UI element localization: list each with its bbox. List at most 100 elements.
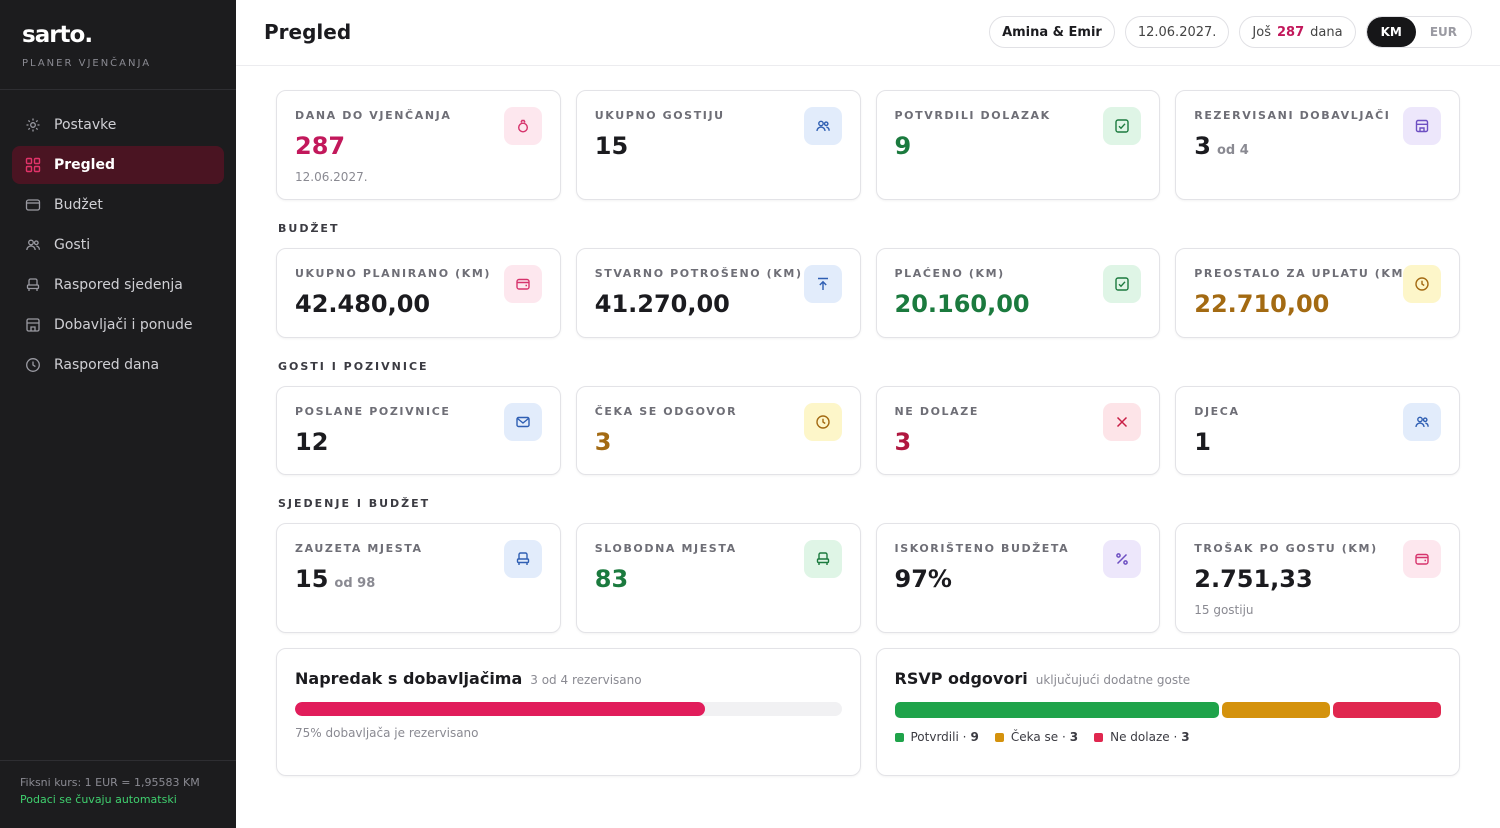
- store-icon: [24, 316, 42, 334]
- budget-row: UKUPNO PLANIRANO (KM) 42.480,00 STVARNO …: [276, 248, 1460, 338]
- main: DANA DO VJENČANJA 287 12.06.2027. UKUPNO…: [276, 90, 1460, 776]
- currency-toggle: KM EUR: [1365, 16, 1472, 48]
- sidebar-item-label: Dobavljači i ponude: [54, 317, 193, 333]
- seats-total: od 98: [334, 576, 376, 591]
- header-info: Amina & Emir 12.06.2027. Još 287 dana KM…: [989, 16, 1472, 48]
- card-confirmed: POTVRDILI DOLAZAK 9: [875, 90, 1161, 200]
- section-title-budget: BUDŽET: [278, 222, 340, 235]
- legend-swatch: [1094, 732, 1104, 742]
- card-value: 83: [594, 565, 629, 593]
- card-value: 3 od 4: [1194, 132, 1441, 160]
- couple-pill: Amina & Emir: [989, 16, 1115, 48]
- card-label: SLOBODNA MJESTA: [594, 542, 737, 555]
- currency-km-button[interactable]: KM: [1366, 17, 1416, 47]
- vendor-progress-subtitle: 3 od 4 rezervisano: [530, 673, 642, 687]
- sidebar-footer: Fiksni kurs: 1 EUR = 1,95583 KM Podaci s…: [0, 760, 236, 828]
- card-label: DJECA: [1194, 405, 1240, 418]
- sidebar-item-label: Budžet: [54, 197, 103, 213]
- grid-icon: [24, 156, 42, 174]
- vendor-progress-panel: Napredak s dobavljačima 3 od 4 rezervisan…: [276, 648, 861, 776]
- logo[interactable]: sarto.: [22, 22, 93, 48]
- card-value: 3: [594, 428, 612, 456]
- wallet-icon: [24, 196, 42, 214]
- card-value: 97%: [894, 565, 952, 593]
- card-label: POTVRDILI DOLAZAK: [894, 109, 1051, 122]
- close-icon: [1103, 403, 1142, 441]
- sidebar-item-raspored-dana[interactable]: Raspored dana: [12, 346, 224, 384]
- currency-eur-button[interactable]: EUR: [1429, 25, 1457, 39]
- sidebar-item-raspored-sjedenja[interactable]: Raspored sjedenja: [12, 266, 224, 304]
- card-label: STVARNO POTROŠENO (KM): [594, 267, 803, 280]
- autosave-status: Podaci se čuvaju automatski: [20, 793, 177, 806]
- wallet-icon: [503, 265, 542, 303]
- card-taken-seats: ZAUZETA MJESTA 15 od 98: [276, 523, 561, 633]
- card-sub: 15 gostiju: [1194, 603, 1254, 617]
- rsvp-segment-confirmed: [894, 702, 1219, 718]
- card-value: 41.270,00: [594, 290, 730, 318]
- seat-icon: [24, 276, 42, 294]
- sidebar-item-label: Raspored dana: [54, 357, 160, 373]
- legend-swatch: [994, 732, 1004, 742]
- date-pill: 12.06.2027.: [1124, 16, 1230, 48]
- tagline: PLANER VJENČANJA: [22, 58, 152, 69]
- card-label: REZERVISANI DOBAVLJAČI: [1194, 109, 1391, 122]
- card-value: 287: [295, 132, 346, 160]
- sidebar-nav: Postavke Pregled Budžet Gosti Raspored s…: [0, 90, 236, 384]
- rsvp-subtitle: uključujući dodatne goste: [1035, 673, 1191, 687]
- sidebar-item-pregled[interactable]: Pregled: [12, 146, 224, 184]
- card-value: 22.710,00: [1194, 290, 1330, 318]
- clock-icon: [24, 356, 42, 374]
- check-square-icon: [1103, 107, 1142, 145]
- header: Pregled Amina & Emir 12.06.2027. Još 287…: [236, 0, 1500, 66]
- card-sent-invitations: POSLANE POZIVNICE 12: [276, 386, 561, 475]
- countdown-prefix: Još: [1252, 24, 1271, 40]
- card-value: 2.751,33: [1194, 565, 1313, 593]
- countdown-suffix: dana: [1310, 24, 1343, 40]
- users-icon: [803, 107, 842, 145]
- panel-title: Napredak s dobavljačima 3 od 4 rezervisan…: [295, 669, 842, 688]
- card-declined: NE DOLAZE 3: [875, 386, 1161, 475]
- card-sub: 12.06.2027.: [295, 170, 368, 184]
- card-free-seats: SLOBODNA MJESTA 83: [575, 523, 861, 633]
- percent-icon: [1103, 540, 1142, 578]
- card-awaiting-response: ČEKA SE ODGOVOR 3: [575, 386, 861, 475]
- seating-row: ZAUZETA MJESTA 15 od 98 SLOBODNA MJESTA 8…: [276, 523, 1460, 633]
- card-label: NE DOLAZE: [894, 405, 979, 418]
- sidebar-item-gosti[interactable]: Gosti: [12, 226, 224, 264]
- card-label: UKUPNO GOSTIJU: [594, 109, 725, 122]
- store-icon: [1403, 107, 1441, 145]
- section-title-seating: SJEDENJE I BUDŽET: [278, 497, 431, 510]
- rsvp-legend: Potvrdili · 9 Čeka se · 3 Ne dolaze · 3: [894, 730, 1442, 744]
- rsvp-panel: RSVP odgovori uključujući dodatne goste P…: [875, 648, 1460, 776]
- sidebar: sarto. PLANER VJENČANJA Postavke Pregled…: [0, 0, 236, 828]
- card-total-guests: UKUPNO GOSTIJU 15: [575, 90, 861, 200]
- legend-count: 3: [1181, 730, 1190, 744]
- card-value: 15: [594, 132, 629, 160]
- card-label: ZAUZETA MJESTA: [295, 542, 423, 555]
- card-days-until: DANA DO VJENČANJA 287 12.06.2027.: [276, 90, 561, 200]
- users-icon: [1403, 403, 1441, 441]
- sidebar-item-budzet[interactable]: Budžet: [12, 186, 224, 224]
- page-title: Pregled: [264, 20, 352, 44]
- check-square-icon: [1103, 265, 1142, 303]
- rsvp-stacked-bar: [894, 702, 1442, 718]
- card-label: POSLANE POZIVNICE: [295, 405, 451, 418]
- panel-title: RSVP odgovori uključujući dodatne goste: [895, 669, 1442, 688]
- sidebar-item-dobavljaci[interactable]: Dobavljači i ponude: [12, 306, 224, 344]
- clock-icon: [803, 403, 842, 441]
- legend-label: Potvrdili: [910, 730, 959, 744]
- card-value: 42.480,00: [295, 290, 431, 318]
- taken-count: 15: [295, 565, 329, 593]
- card-label: PREOSTALO ZA UPLATU (KM): [1194, 267, 1411, 280]
- card-label: ČEKA SE ODGOVOR: [594, 405, 738, 418]
- countdown-pill: Još 287 dana: [1239, 16, 1356, 48]
- card-planned-budget: UKUPNO PLANIRANO (KM) 42.480,00: [276, 248, 561, 338]
- legend-label: Čeka se: [1010, 730, 1059, 744]
- sidebar-item-postavke[interactable]: Postavke: [12, 106, 224, 144]
- rsvp-segment-declined: [1332, 702, 1441, 718]
- seat-icon: [803, 540, 842, 578]
- rsvp-title: RSVP odgovori: [894, 669, 1028, 688]
- bottom-panels: Napredak s dobavljačima 3 od 4 rezervisan…: [276, 648, 1460, 776]
- legend-item-confirmed: Potvrdili · 9: [894, 730, 979, 744]
- card-value: 1: [1194, 428, 1211, 456]
